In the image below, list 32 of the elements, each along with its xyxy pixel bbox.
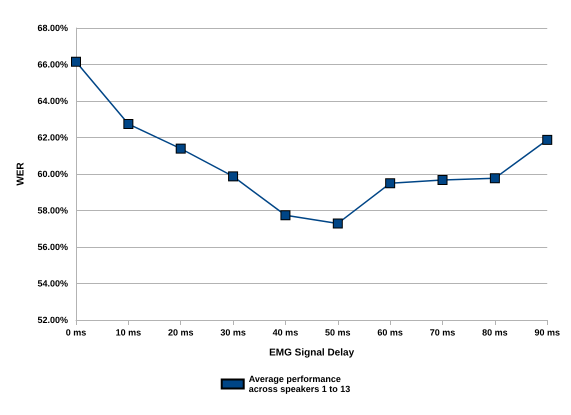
y-tick-label: 56.00% (37, 242, 68, 252)
point (123, 118, 134, 129)
x-axis-title: EMG Signal Delay (269, 348, 355, 358)
point (490, 173, 500, 184)
y-tick-label: 62.00% (37, 132, 68, 142)
point (438, 175, 448, 186)
y-tick-label: 54.00% (37, 278, 68, 288)
x-tick-label: 10 ms (116, 328, 142, 338)
y-tick-label: 64.00% (37, 96, 68, 106)
point (385, 178, 396, 188)
y-tick-label: 68.00% (37, 23, 68, 33)
x-tick-label: 50 ms (325, 328, 351, 338)
legend-label: Average performance across speakers 1 to 13 (248, 374, 350, 394)
y-tick-label: 58.00% (37, 206, 68, 216)
point (542, 134, 552, 145)
y-axis-title: WER (16, 162, 26, 186)
x-tick-label: 80 ms (482, 328, 508, 338)
x-tick-label: 90 ms (534, 328, 560, 338)
y-tick-label: 52.00% (37, 315, 68, 325)
x-tick-label: 60 ms (377, 328, 403, 338)
y-tick-label: 60.00% (37, 169, 68, 179)
x-tick-label: 0 ms (66, 328, 86, 338)
point (176, 144, 186, 154)
x-tick-label: 30 ms (220, 328, 246, 338)
x-tick-label: 40 ms (272, 328, 298, 338)
point (71, 56, 81, 67)
point (280, 210, 290, 220)
x-tick-label: 70 ms (430, 328, 456, 338)
point (332, 218, 343, 228)
x-tick-label: 20 ms (168, 328, 194, 338)
y-tick-label: 66.00% (37, 60, 68, 70)
point (228, 171, 238, 182)
